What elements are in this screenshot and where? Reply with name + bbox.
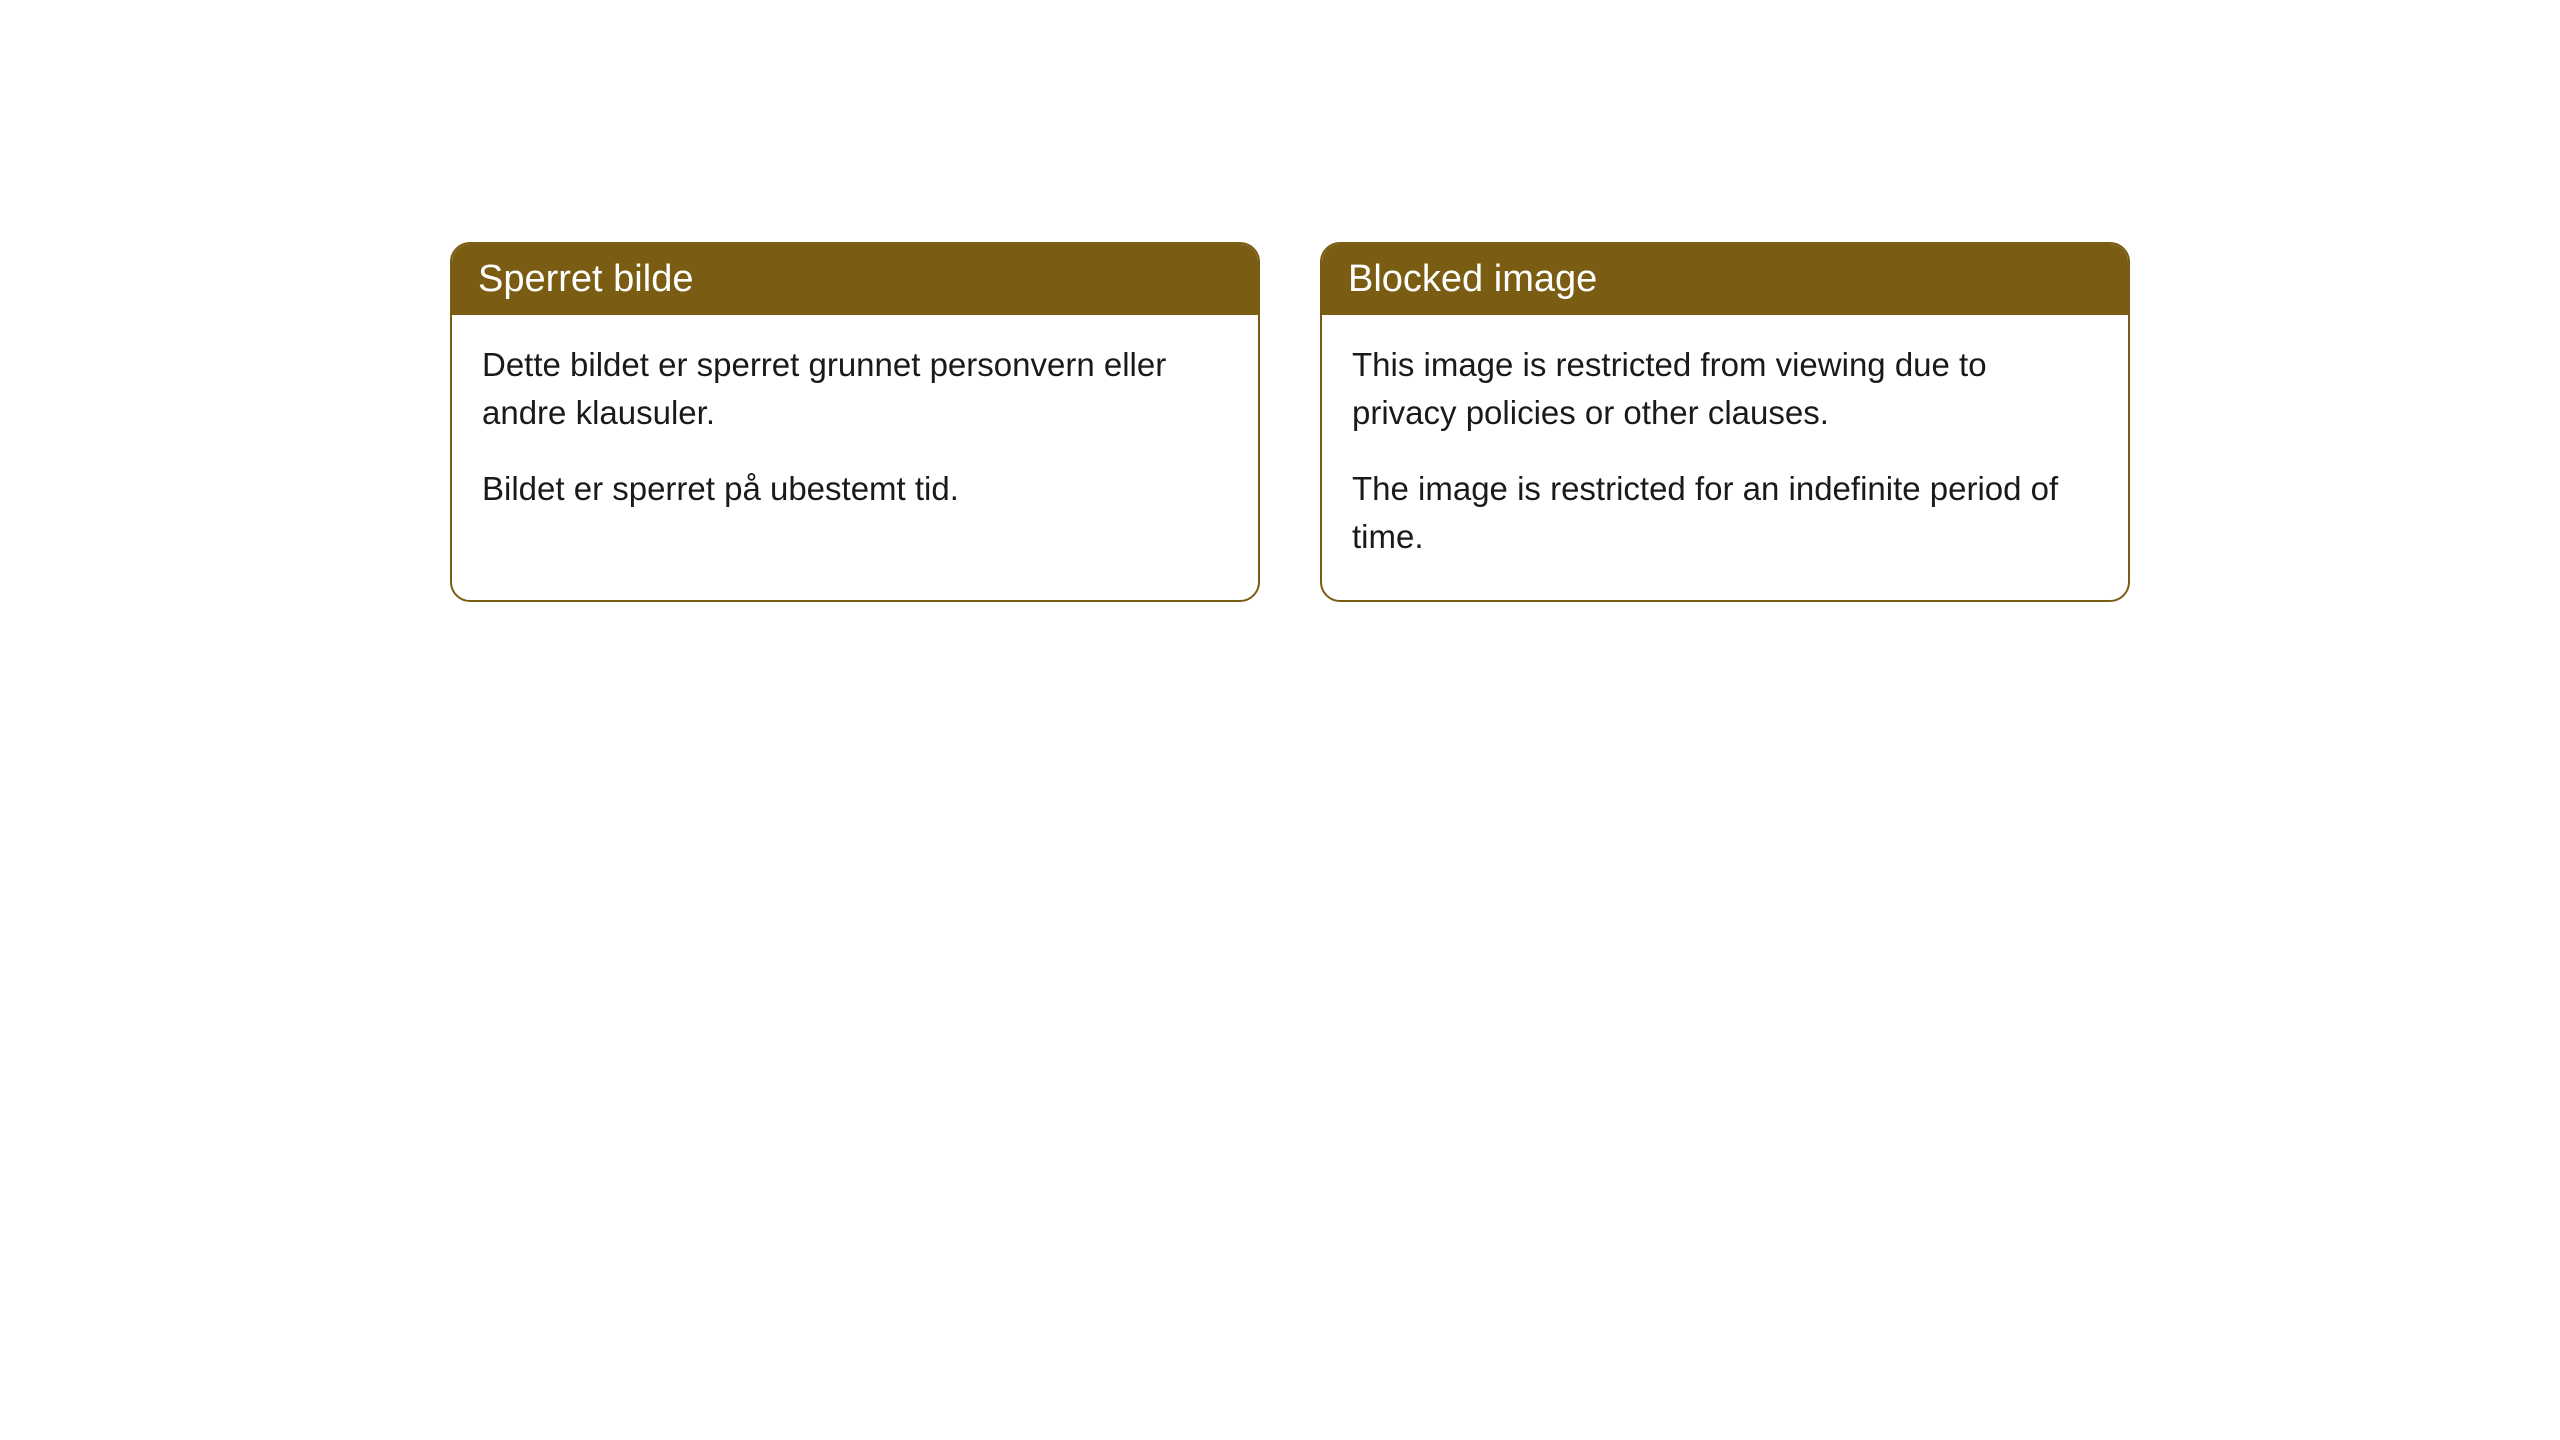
card-title: Sperret bilde — [478, 258, 693, 300]
card-body: This image is restricted from viewing du… — [1322, 315, 2128, 600]
card-paragraph: Bildet er sperret på ubestemt tid. — [482, 465, 1228, 513]
blocked-image-card-english: Blocked image This image is restricted f… — [1320, 242, 2130, 602]
card-paragraph: This image is restricted from viewing du… — [1352, 341, 2098, 437]
card-body: Dette bildet er sperret grunnet personve… — [452, 315, 1258, 553]
blocked-image-card-norwegian: Sperret bilde Dette bildet er sperret gr… — [450, 242, 1260, 602]
card-header: Sperret bilde — [452, 244, 1258, 315]
notice-cards-container: Sperret bilde Dette bildet er sperret gr… — [450, 242, 2130, 602]
card-title: Blocked image — [1348, 258, 1597, 300]
card-header: Blocked image — [1322, 244, 2128, 315]
card-paragraph: The image is restricted for an indefinit… — [1352, 465, 2098, 561]
card-paragraph: Dette bildet er sperret grunnet personve… — [482, 341, 1228, 437]
